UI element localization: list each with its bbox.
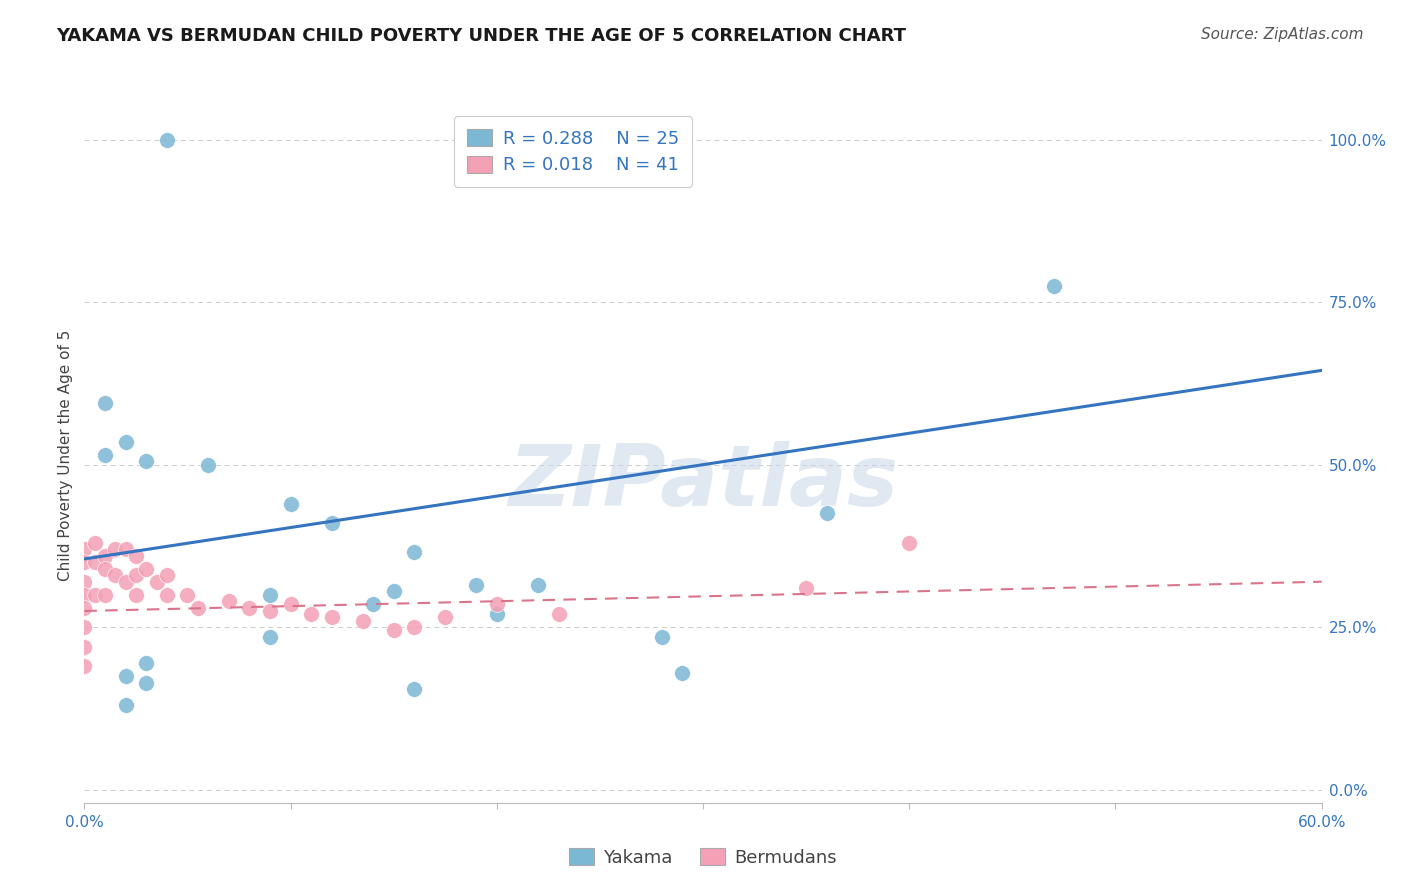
Point <box>404 620 426 634</box>
Point <box>794 581 817 595</box>
Point <box>125 588 148 602</box>
Point <box>94 448 117 462</box>
Text: Source: ZipAtlas.com: Source: ZipAtlas.com <box>1201 27 1364 42</box>
Point <box>114 434 136 449</box>
Point <box>465 578 488 592</box>
Point <box>321 610 343 624</box>
Point <box>1042 278 1064 293</box>
Point <box>114 698 136 713</box>
Point <box>135 454 157 468</box>
Point <box>259 588 281 602</box>
Point <box>527 578 550 592</box>
Point <box>73 600 96 615</box>
Point <box>280 598 302 612</box>
Point <box>352 614 374 628</box>
Point <box>73 555 96 569</box>
Point <box>145 574 167 589</box>
Point <box>73 640 96 654</box>
Point <box>259 630 281 644</box>
Point <box>114 542 136 557</box>
Point <box>94 562 117 576</box>
Point <box>104 542 127 557</box>
Point <box>83 535 105 549</box>
Point <box>651 630 673 644</box>
Point <box>299 607 322 622</box>
Point <box>83 588 105 602</box>
Point <box>73 542 96 557</box>
Point <box>125 549 148 563</box>
Point <box>361 598 384 612</box>
Point <box>382 624 405 638</box>
Point <box>485 598 508 612</box>
Point <box>404 681 426 696</box>
Point <box>73 588 96 602</box>
Point <box>135 675 157 690</box>
Point <box>156 568 179 582</box>
Point <box>125 568 148 582</box>
Point <box>259 604 281 618</box>
Point <box>187 600 209 615</box>
Point <box>404 545 426 559</box>
Point <box>321 516 343 531</box>
Text: ZIPatlas: ZIPatlas <box>508 442 898 524</box>
Point <box>94 588 117 602</box>
Legend: Yakama, Bermudans: Yakama, Bermudans <box>562 840 844 874</box>
Point <box>238 600 260 615</box>
Text: YAKAMA VS BERMUDAN CHILD POVERTY UNDER THE AGE OF 5 CORRELATION CHART: YAKAMA VS BERMUDAN CHILD POVERTY UNDER T… <box>56 27 907 45</box>
Point <box>176 588 198 602</box>
Point <box>815 507 838 521</box>
Point <box>73 574 96 589</box>
Point <box>94 396 117 410</box>
Point <box>485 607 508 622</box>
Point <box>114 669 136 683</box>
Point <box>434 610 457 624</box>
Point <box>94 549 117 563</box>
Point <box>156 132 179 146</box>
Point <box>671 665 693 680</box>
Point <box>280 497 302 511</box>
Y-axis label: Child Poverty Under the Age of 5: Child Poverty Under the Age of 5 <box>58 329 73 581</box>
Point <box>135 562 157 576</box>
Point <box>73 620 96 634</box>
Point <box>114 574 136 589</box>
Point <box>197 458 219 472</box>
Point <box>898 535 921 549</box>
Point <box>83 555 105 569</box>
Point <box>104 568 127 582</box>
Point <box>135 656 157 670</box>
Point <box>73 659 96 673</box>
Point <box>156 588 179 602</box>
Point <box>547 607 569 622</box>
Point <box>382 584 405 599</box>
Point <box>218 594 240 608</box>
